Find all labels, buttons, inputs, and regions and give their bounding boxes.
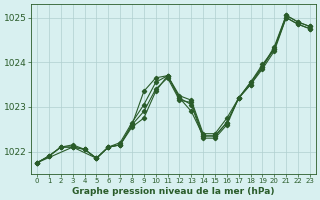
X-axis label: Graphe pression niveau de la mer (hPa): Graphe pression niveau de la mer (hPa) <box>72 187 275 196</box>
